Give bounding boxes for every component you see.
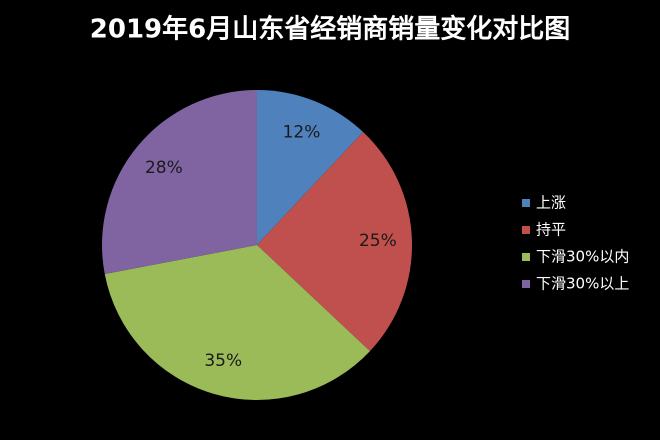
legend-label: 持平	[536, 221, 566, 239]
value-label: 25%	[359, 231, 397, 251]
value-label: 35%	[204, 351, 242, 371]
legend-label: 下滑30%以内	[536, 248, 629, 266]
pie-slice	[101, 90, 257, 275]
legend-swatch	[522, 280, 530, 288]
legend-label: 下滑30%以上	[536, 275, 629, 293]
chart-title: 2019年6月山东省经销商销量变化对比图	[90, 14, 570, 45]
pie-slice	[257, 132, 413, 352]
pie-slice	[104, 245, 370, 400]
legend-label: 上涨	[536, 194, 566, 212]
value-label: 28%	[145, 158, 183, 178]
legend-swatch	[522, 253, 530, 261]
legend-swatch	[522, 226, 530, 234]
value-label: 12%	[283, 123, 321, 143]
pie-slice	[257, 90, 364, 245]
legend-swatch	[522, 199, 530, 207]
